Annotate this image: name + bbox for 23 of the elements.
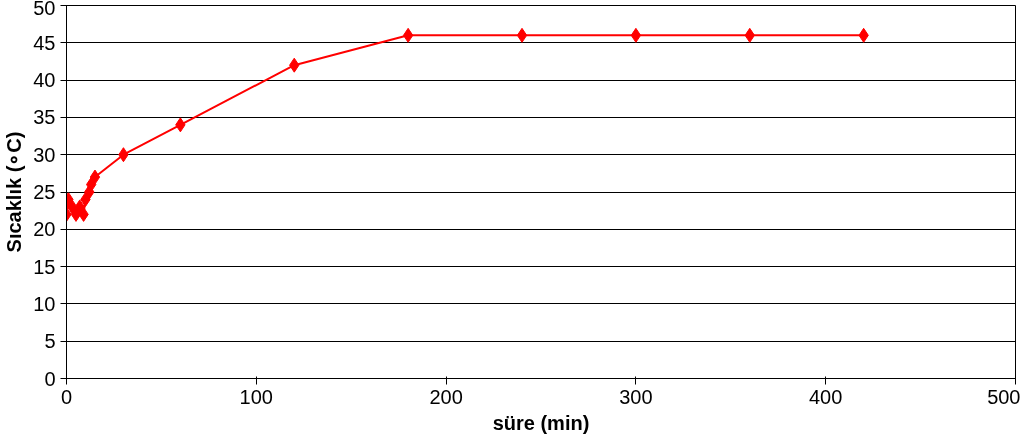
y-tick-label: 25: [33, 181, 56, 203]
y-tick-label: 15: [33, 255, 56, 278]
x-tick-label: 300: [619, 385, 653, 408]
x-tick-label: 100: [239, 385, 273, 408]
y-axis-title: Sıcaklık (∘C): [3, 131, 26, 253]
y-tick-label: 40: [33, 69, 56, 92]
y-tick-label: 0: [44, 367, 56, 390]
y-tick-label: 35: [33, 106, 56, 129]
point: [630, 27, 642, 43]
point: [516, 27, 528, 43]
y-tick-label: 50: [33, 0, 56, 19]
y-tick-label: 10: [33, 292, 56, 315]
y-tick-label: 30: [33, 143, 56, 166]
x-tick-label: 400: [809, 385, 843, 408]
x-axis-title: süre (min): [492, 411, 590, 434]
y-tick-label: 45: [33, 31, 56, 54]
x-tick-label: 0: [60, 385, 73, 408]
x-tick-label: 500: [987, 385, 1021, 408]
point: [402, 27, 414, 43]
y-tick-label: 5: [44, 330, 56, 353]
y-tick-label: 20: [33, 218, 56, 241]
point: [89, 169, 101, 185]
x-tick-label: 200: [429, 385, 463, 408]
